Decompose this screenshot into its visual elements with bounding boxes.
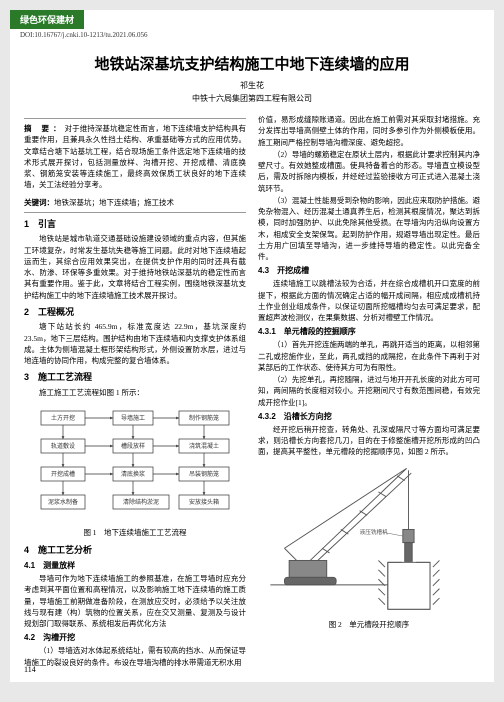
abstract-text: 对于维持深基坑稳定性而言，地下连续墙支护结构具有重要作用，且兼具永久性挡土结构、…	[24, 124, 246, 189]
sec3-p1: 施工施工工艺流程如图 1 所示：	[24, 387, 246, 398]
keywords-text: 地铁深基坑；地下连续墙；施工技术	[54, 198, 174, 207]
svg-text:开挖成槽: 开挖成槽	[51, 470, 75, 478]
svg-text:槽段放样: 槽段放样	[121, 442, 145, 450]
right-column: 价值，易形成缝隙账通道。因此在施工前需对其采取封堵措施。充分发挥出导墙高侧壁土体…	[258, 114, 480, 669]
sec2-p1: 塘下站站长约 465.9m，标准宽度达 22.9m，基坑深度约 23.5m，地下…	[24, 321, 246, 366]
article-title: 地铁站深基坑支护结构施工中地下连续墙的应用	[10, 41, 494, 80]
page-number: 114	[24, 665, 36, 674]
author-name: 祁生花	[10, 80, 494, 93]
svg-text:制作钢筋笼: 制作钢筋笼	[189, 414, 219, 422]
svg-text:吊装钢筋笼: 吊装钢筋笼	[189, 470, 219, 478]
col2-p2: （2）导墙的螺筋稳定在原状土层内，根据此计要求控制其内净壁尺寸。有效她整成槽面。…	[258, 149, 480, 194]
sec1-p1: 地铁站是城市轨道交通基础设施建设领域的重点内容，但其施工环境复杂，时常发生基坑失…	[24, 233, 246, 301]
left-column: 摘 要：对于维持深基坑稳定性而言，地下连续墙支护结构具有重要作用，且兼具永久性挡…	[24, 114, 246, 669]
svg-text:泥浆水制备: 泥浆水制备	[48, 498, 78, 506]
section-4-heading: 4 施工工艺分析	[24, 544, 246, 558]
section-4-2-heading: 4.2 沟槽开挖	[24, 632, 246, 644]
fig1-caption: 图 1 地下连续墙施工工艺流程	[24, 527, 246, 538]
svg-text:清除结构淤泥: 清除结构淤泥	[123, 498, 159, 506]
svg-text:轨道敷设: 轨道敷设	[51, 442, 75, 450]
col2-p7: 经开挖后稍开挖查，转角处、孔深或隔尺寸等方面均可满足要求，则沿槽长方向套挖几刀，…	[258, 424, 480, 458]
svg-text:导墙施工: 导墙施工	[121, 414, 145, 422]
sec4-p1: 导墙可作为地下连续墙施工的参照基准，在施工导墙时应充分考虑到其平面位置和高程情况…	[24, 573, 246, 629]
col2-p5: （1）首先开挖连施两端的单孔，再跳开适当的距离，以相邻第二孔或挖施作业，至此，两…	[258, 339, 480, 373]
svg-text:安放接头箱: 安放接头箱	[189, 498, 219, 506]
section-3-heading: 3 施工工艺流程	[24, 371, 246, 385]
col2-p4: 连续墙施工以跳槽法较为合适，并在综合成槽机开口宽度的前提下，根据此方面的情况确定…	[258, 278, 480, 323]
svg-text:浇筑混凝土: 浇筑混凝土	[189, 442, 219, 450]
crane-figure: 液压铣槽机	[258, 459, 480, 614]
flowchart-figure: 土方开挖 导墙施工 制作钢筋笼轨道敷设 槽段放样 浇筑混凝土开挖成槽 清底换浆 吊装钢筋笼泥…	[24, 403, 246, 518]
svg-text:清底换浆: 清底换浆	[121, 470, 145, 478]
affiliation: 中铁十六局集团第四工程有限公司	[10, 93, 494, 114]
keywords: 关键词：地铁深基坑；地下连续墙；施工技术	[24, 197, 246, 208]
col2-p6: （2）先挖单孔，再挖随隔，进过与地开开孔长度的对此方可可知，两间隔的长度相对较小…	[258, 374, 480, 408]
crane-label: 液压铣槽机	[360, 528, 389, 536]
doi-text: DOI:10.16767/j.cnki.10-1213/tu.2021.06.0…	[10, 29, 494, 41]
section-1-heading: 1 引言	[24, 218, 246, 232]
section-4-3-2-heading: 4.3.2 沿槽长方向挖	[258, 411, 480, 423]
header-tab: 绿色环保建材	[10, 10, 84, 29]
section-4-1-heading: 4.1 测量放样	[24, 560, 246, 572]
section-4-3-1-heading: 4.3.1 单元槽段的控掘顺序	[258, 326, 480, 338]
col2-p3: （3）混凝土性能易受到杂物的影响，因此应来取防护措施。避免杂物混入、经历混凝土通…	[258, 195, 480, 263]
section-2-heading: 2 工程概况	[24, 306, 246, 320]
section-4-3-heading: 4.3 开挖成槽	[258, 265, 480, 277]
keywords-label: 关键词：	[24, 198, 54, 207]
abstract-label: 摘 要：	[24, 124, 65, 133]
col2-p1: 价值，易形成缝隙账通道。因此在施工前需对其采取封堵措施。充分发挥出导墙高侧壁土体…	[258, 114, 480, 148]
abstract: 摘 要：对于维持深基坑稳定性而言，地下连续墙支护结构具有重要作用，且兼具永久性挡…	[24, 123, 246, 191]
svg-text:土方开挖: 土方开挖	[51, 414, 75, 422]
sec4-p2: （1）导墙选对水体起系统结址，需有较高的挡水、从而保证导墙施工的裂设良好的条件。…	[24, 645, 246, 668]
fig2-caption: 图 2 单元槽段开挖顺序	[258, 619, 480, 630]
